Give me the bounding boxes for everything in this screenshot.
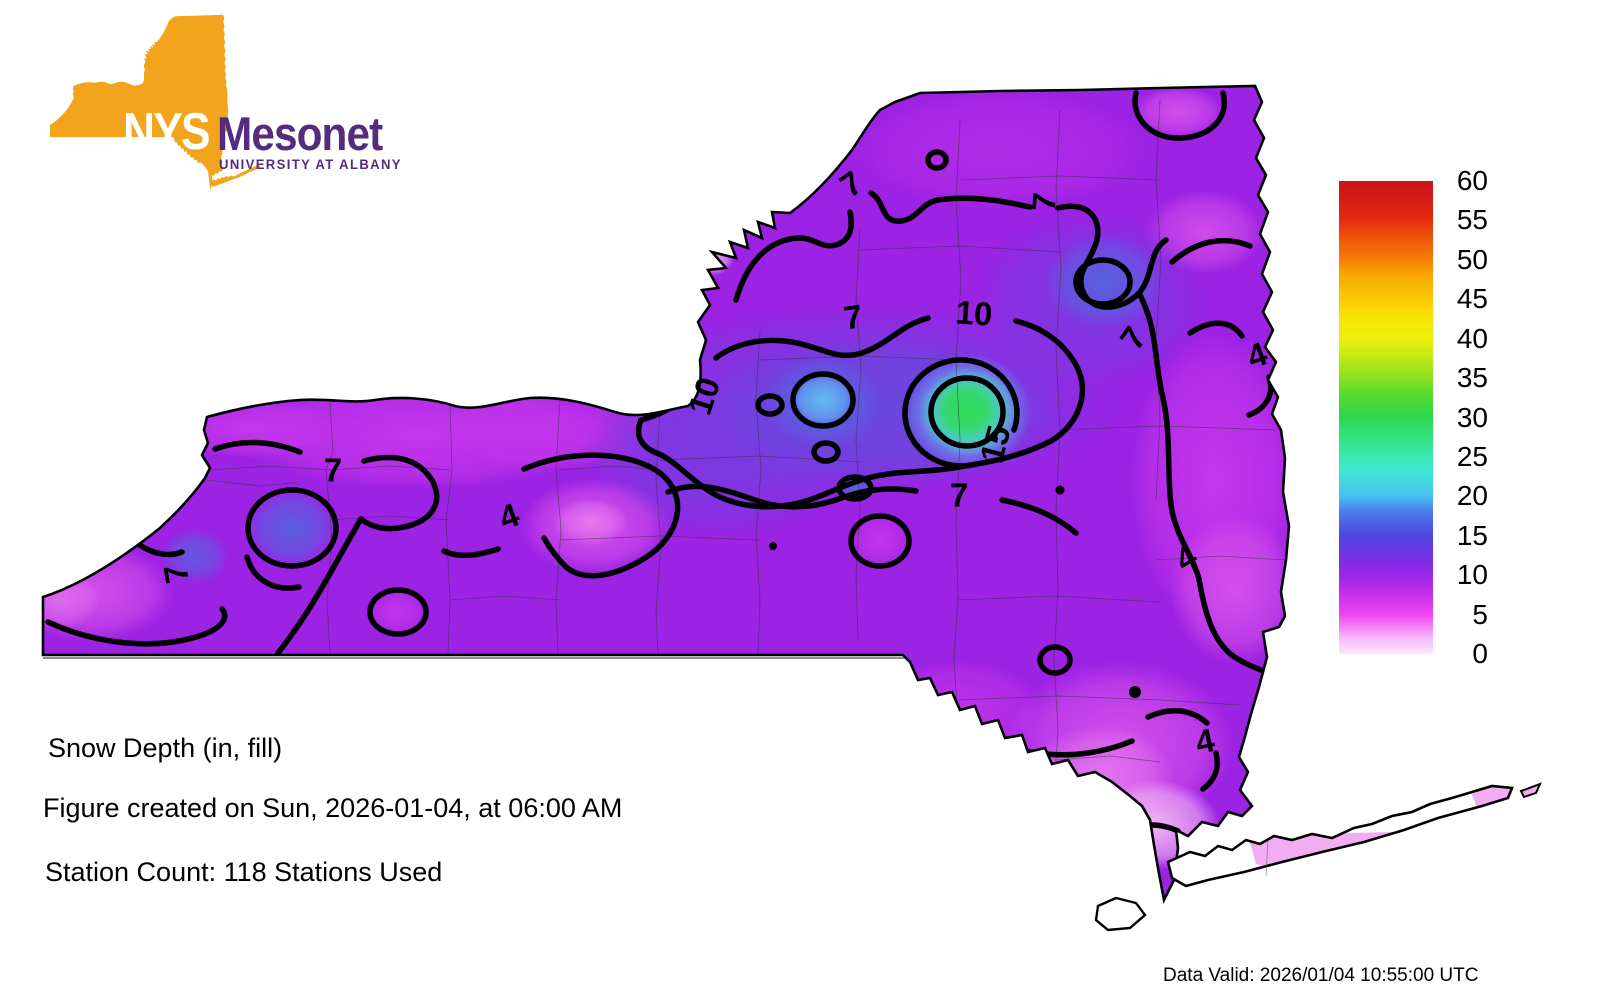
contour-label-7: 7 bbox=[323, 451, 343, 489]
colorbar-tick: 25 bbox=[1456, 440, 1488, 472]
colorbar-tick: 15 bbox=[1456, 519, 1488, 551]
contour-label-10: 10 bbox=[954, 293, 994, 333]
colorbar-tick: 5 bbox=[1472, 598, 1488, 630]
colorbar-tick: 10 bbox=[1456, 559, 1488, 591]
logo-brand-text: Mesonet bbox=[217, 107, 383, 160]
data-valid-text: Data Valid: 2026/01/04 10:55:00 UTC bbox=[1163, 965, 1479, 986]
colorbar-tick: 20 bbox=[1456, 480, 1488, 512]
colorbar-gradient bbox=[1339, 181, 1433, 654]
map-title: Snow Depth (in, fill) bbox=[48, 733, 283, 763]
colorbar-tick: 45 bbox=[1456, 283, 1488, 315]
station-count-text: Station Count: 118 Stations Used bbox=[45, 857, 443, 887]
colorbar-tick: 30 bbox=[1456, 401, 1488, 433]
snow-depth-contours bbox=[45, 90, 1274, 834]
colorbar-tick: 40 bbox=[1456, 322, 1488, 354]
staten-island bbox=[1094, 896, 1147, 932]
fishers-island bbox=[1519, 782, 1542, 799]
colorbar-tick: 55 bbox=[1456, 204, 1488, 236]
colorbar-tick: 35 bbox=[1456, 362, 1488, 394]
contour-label-15: 15 bbox=[972, 421, 1018, 467]
colorbar-tick: 50 bbox=[1456, 243, 1488, 275]
colorbar-tick: 60 bbox=[1456, 165, 1488, 196]
nys-mesonet-logo: NYS Mesonet UNIVERSITY AT ALBANY bbox=[45, 10, 465, 220]
figure-created-text: Figure created on Sun, 2026-01-04, at 06… bbox=[43, 793, 623, 823]
contour-label-7: 7 bbox=[949, 476, 969, 514]
contour-label-7: 7 bbox=[1024, 191, 1064, 213]
logo-nys-text: NYS bbox=[123, 103, 210, 161]
logo-tagline-text: UNIVERSITY AT ALBANY bbox=[219, 157, 402, 172]
colorbar-tick: 0 bbox=[1472, 638, 1488, 669]
